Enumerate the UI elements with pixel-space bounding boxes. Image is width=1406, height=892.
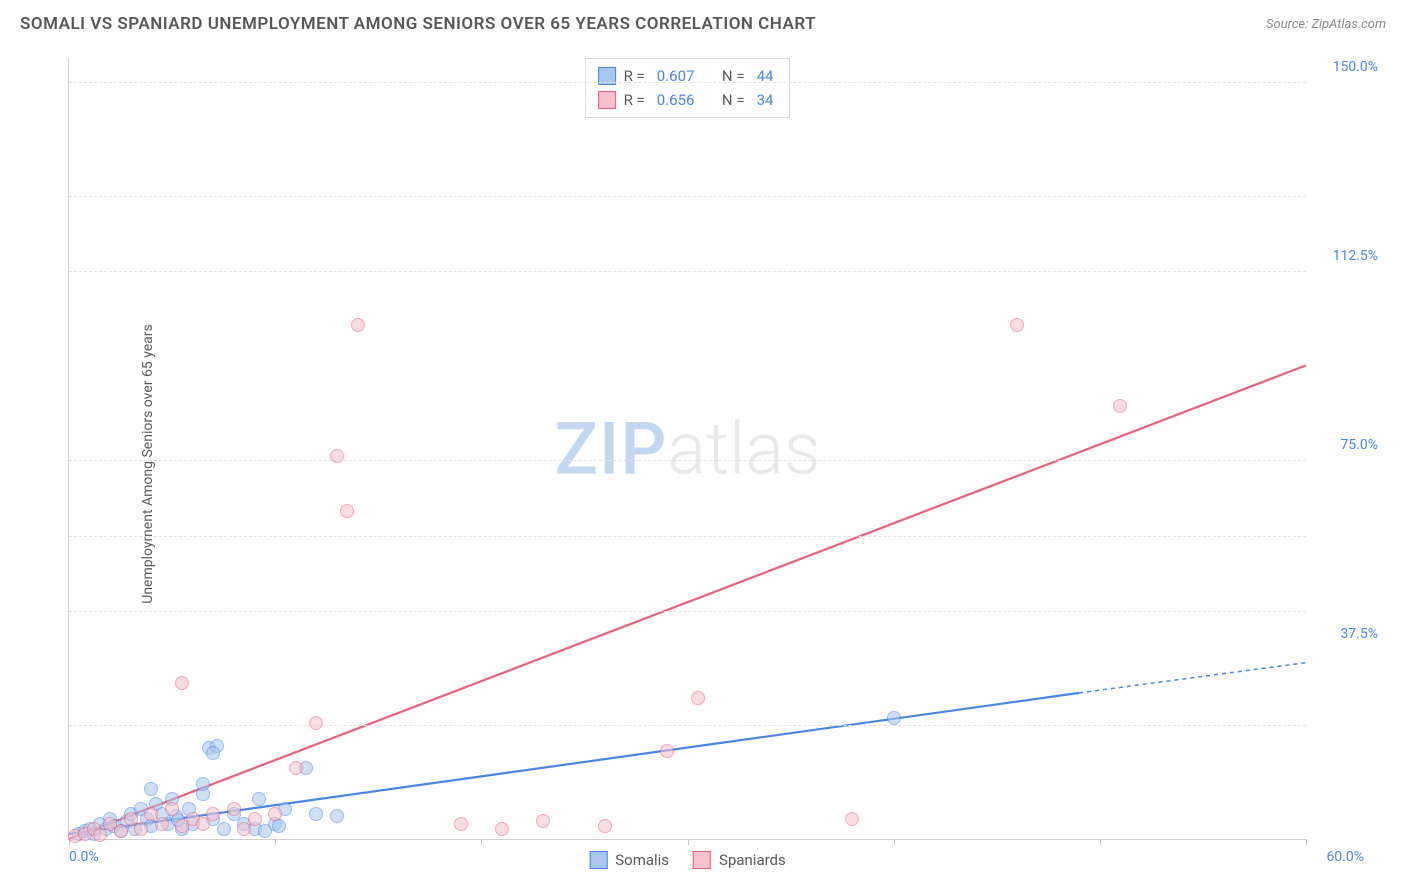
x-tick — [894, 839, 895, 845]
swatch-spaniards — [598, 91, 616, 109]
series-name-somalis: Somalis — [615, 851, 669, 869]
scatter-point — [887, 711, 901, 725]
y-tick-label: 75.0% — [1340, 437, 1378, 453]
scatter-point — [134, 822, 148, 836]
gridline-h — [69, 611, 1306, 612]
chart-title: SOMALI VS SPANIARD UNEMPLOYMENT AMONG SE… — [20, 14, 816, 34]
trend-line — [69, 693, 1079, 834]
x-tick — [481, 839, 482, 845]
scatter-point — [114, 824, 128, 838]
scatter-point — [252, 792, 266, 806]
x-tick — [688, 839, 689, 845]
watermark-zip: ZIP — [555, 406, 668, 491]
chart-area: Unemployment Among Seniors over 65 years… — [20, 48, 1386, 880]
x-tick — [1100, 839, 1101, 845]
source-label: Source: ZipAtlas.com — [1266, 17, 1386, 32]
r-value-spaniards: 0.656 — [657, 88, 695, 112]
scatter-point — [144, 782, 158, 796]
trend-lines — [69, 58, 1306, 839]
legend-item-somalis: Somalis — [589, 851, 669, 869]
gridline-h — [69, 271, 1306, 272]
scatter-point — [175, 676, 189, 690]
series-legend: Somalis Spaniards — [589, 851, 786, 869]
scatter-point — [351, 318, 365, 332]
watermark-atlas: atlas — [667, 406, 820, 491]
scatter-point — [196, 777, 210, 791]
scatter-point — [248, 812, 262, 826]
scatter-point — [206, 807, 220, 821]
watermark: ZIPatlas — [555, 406, 821, 491]
gridline-h — [69, 82, 1306, 83]
scatter-point — [309, 716, 323, 730]
scatter-point — [845, 812, 859, 826]
x-tick — [1306, 839, 1307, 845]
legend-row-somalis: R = 0.607 N = 44 — [598, 64, 778, 88]
scatter-point — [340, 504, 354, 518]
n-label: N = — [722, 88, 745, 112]
scatter-point — [155, 817, 169, 831]
x-max-label: 60.0% — [1326, 849, 1364, 865]
r-value-somalis: 0.607 — [657, 64, 695, 88]
r-label: R = — [624, 64, 645, 88]
scatter-point — [309, 807, 323, 821]
scatter-point — [268, 807, 282, 821]
scatter-point — [206, 746, 220, 760]
r-label: R = — [624, 88, 645, 112]
gridline-h — [69, 725, 1306, 726]
scatter-point — [1010, 318, 1024, 332]
n-value-somalis: 44 — [757, 64, 774, 88]
scatter-point — [660, 744, 674, 758]
swatch-somalis-bottom — [589, 851, 607, 869]
y-tick-label: 37.5% — [1340, 626, 1378, 642]
scatter-point — [289, 761, 303, 775]
legend-row-spaniards: R = 0.656 N = 34 — [598, 88, 778, 112]
scatter-point — [93, 828, 107, 842]
scatter-point — [454, 817, 468, 831]
source-name: ZipAtlas.com — [1311, 17, 1386, 32]
scatter-point — [1113, 399, 1127, 413]
scatter-point — [536, 814, 550, 828]
scatter-point — [691, 691, 705, 705]
trend-line — [69, 365, 1306, 839]
correlation-legend: R = 0.607 N = 44 R = 0.656 N = 34 — [585, 58, 791, 118]
n-label: N = — [722, 64, 745, 88]
scatter-point — [495, 822, 509, 836]
scatter-point — [330, 449, 344, 463]
scatter-point — [330, 809, 344, 823]
scatter-point — [165, 802, 179, 816]
gridline-h — [69, 460, 1306, 461]
gridline-h — [69, 536, 1306, 537]
scatter-point — [272, 819, 286, 833]
series-name-spaniards: Spaniards — [719, 851, 786, 869]
trend-line-dashed — [1079, 663, 1306, 693]
y-tick-label: 112.5% — [1333, 248, 1378, 264]
n-value-spaniards: 34 — [757, 88, 774, 112]
x-min-label: 0.0% — [69, 849, 99, 865]
swatch-spaniards-bottom — [693, 851, 711, 869]
plot-region: ZIPatlas R = 0.607 N = 44 R = 0.656 N = … — [68, 58, 1306, 840]
x-tick — [275, 839, 276, 845]
scatter-point — [217, 822, 231, 836]
scatter-point — [598, 819, 612, 833]
source-prefix: Source: — [1266, 17, 1311, 32]
legend-item-spaniards: Spaniards — [693, 851, 786, 869]
scatter-point — [227, 802, 241, 816]
gridline-h — [69, 196, 1306, 197]
y-tick-label: 150.0% — [1333, 59, 1378, 75]
